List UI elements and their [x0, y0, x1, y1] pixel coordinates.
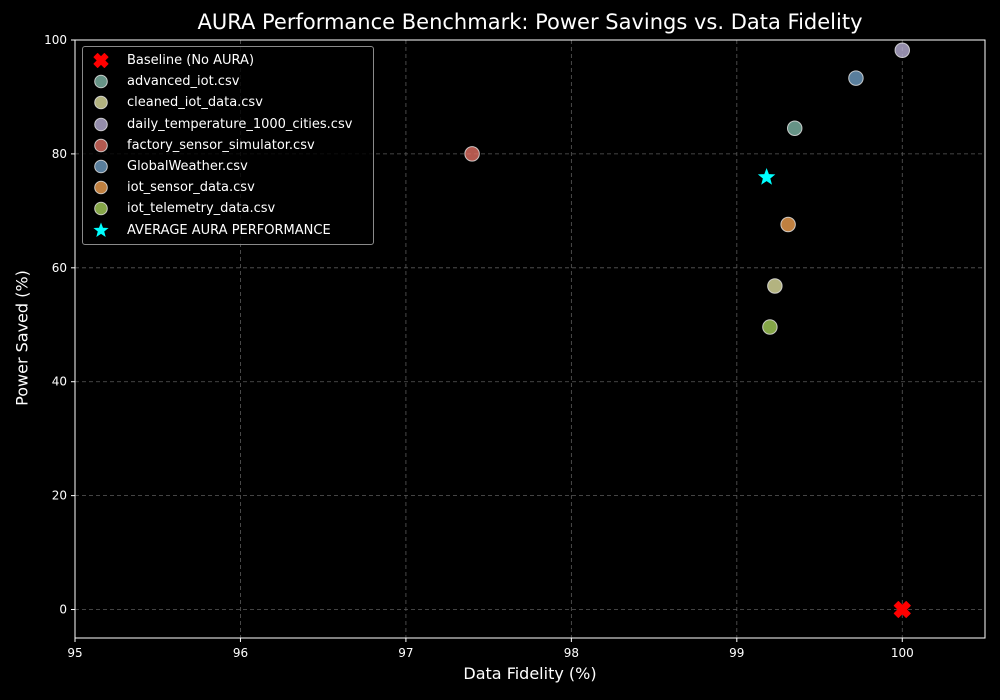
- y-tick-label: 60: [52, 261, 67, 275]
- data-point: [780, 216, 796, 233]
- y-axis-label: Power Saved (%): [12, 270, 32, 406]
- y-tick-label: 100: [44, 33, 67, 47]
- legend-marker-icon: [83, 135, 127, 156]
- y-tick-label: 80: [52, 147, 67, 161]
- data-point: [464, 146, 480, 162]
- legend-marker-icon: [83, 156, 127, 177]
- legend-marker-icon: [83, 220, 127, 241]
- legend-entry: advanced_iot.csv: [83, 71, 373, 92]
- plot-area-frame: [74, 39, 986, 639]
- legend-symbol: [93, 53, 109, 69]
- legend-entry: cleaned_iot_data.csv: [83, 92, 373, 113]
- x-tick-label: 99: [729, 646, 744, 660]
- legend-entry: iot_sensor_data.csv: [83, 177, 373, 198]
- legend-label: factory_sensor_simulator.csv: [127, 137, 315, 153]
- x-tick-label: 97: [398, 646, 413, 660]
- legend-marker-icon: [83, 177, 127, 198]
- legend-label: iot_sensor_data.csv: [127, 180, 255, 196]
- grid-lines: [74, 39, 985, 638]
- data-point: [848, 70, 864, 86]
- legend-label: AVERAGE AURA PERFORMANCE: [127, 222, 331, 238]
- legend-entry: AVERAGE AURA PERFORMANCE: [83, 220, 373, 241]
- y-tick-label: 20: [52, 489, 67, 503]
- legend-symbol: [94, 96, 108, 110]
- y-tick-label: 40: [52, 375, 67, 389]
- x-tick-label: 95: [67, 646, 82, 660]
- legend-label: cleaned_iot_data.csv: [127, 95, 263, 111]
- y-tick-label: 0: [59, 603, 67, 617]
- legend-marker-icon: [83, 71, 127, 92]
- axis-ticks: 95 96 97 98 99 100 0 20 40 60 80 100: [44, 33, 914, 660]
- x-tick-label: 98: [564, 646, 579, 660]
- data-points: [464, 42, 911, 619]
- legend-symbol: [94, 117, 108, 131]
- legend-symbol: [94, 138, 108, 153]
- legend-entry: Baseline (No AURA): [83, 50, 373, 71]
- legend-label: GlobalWeather.csv: [127, 159, 248, 175]
- legend-marker-icon: [83, 114, 127, 135]
- x-axis-label: Data Fidelity (%): [463, 664, 597, 683]
- legend-marker-icon: [83, 198, 127, 219]
- data-point: [767, 278, 783, 294]
- x-tick-label: 96: [233, 646, 248, 660]
- data-point: [762, 319, 778, 335]
- legend-entry: factory_sensor_simulator.csv: [83, 135, 373, 156]
- legend-symbol: [94, 74, 108, 89]
- data-point: [786, 120, 803, 137]
- legend-label: daily_temperature_1000_cities.csv: [127, 116, 353, 132]
- legend-label: Baseline (No AURA): [127, 53, 255, 69]
- legend-entry: iot_telemetry_data.csv: [83, 198, 373, 219]
- legend-label: iot_telemetry_data.csv: [127, 201, 276, 217]
- chart-title: AURA Performance Benchmark: Power Saving…: [197, 10, 863, 34]
- legend-symbol: [94, 180, 108, 195]
- data-point: [894, 42, 911, 58]
- legend-label: advanced_iot.csv: [127, 74, 240, 90]
- legend-entry: GlobalWeather.csv: [83, 156, 373, 177]
- legend-symbol: [93, 222, 109, 237]
- baseline-x-marker: [893, 600, 911, 619]
- legend-entry: daily_temperature_1000_cities.csv: [83, 114, 373, 135]
- legend-marker-icon: [83, 92, 127, 113]
- legend-symbol: [94, 159, 108, 174]
- x-tick-label: 100: [891, 646, 914, 660]
- legend-symbol: [94, 202, 108, 216]
- average-star-marker: [757, 168, 776, 185]
- legend-marker-icon: [83, 50, 127, 71]
